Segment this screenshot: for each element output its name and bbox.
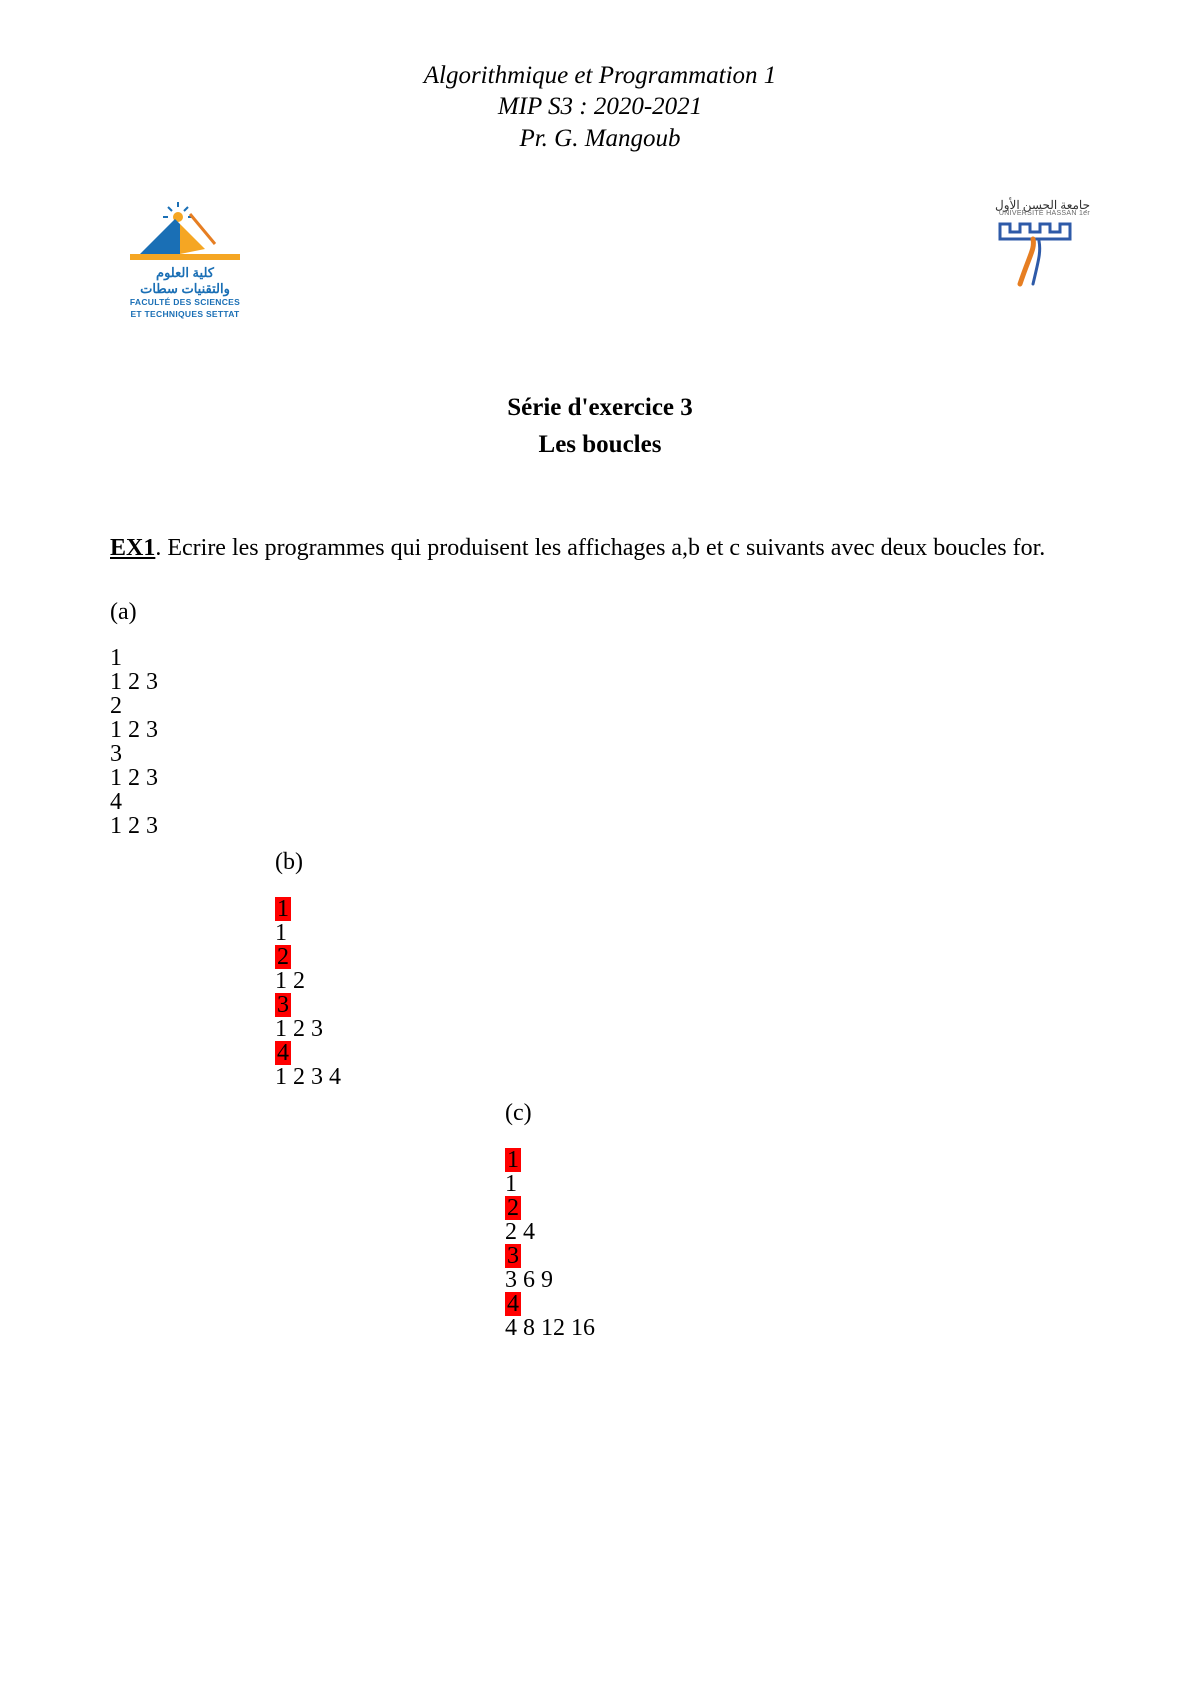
section-b-output: 1 1 2 1 2 3 1 2 3 4 1 2 3 4 <box>275 897 1090 1089</box>
output-line: 1 <box>505 1148 1090 1172</box>
uh1-icon <box>995 219 1075 289</box>
output-line: 1 2 3 4 <box>275 1065 1090 1089</box>
output-line: 3 6 9 <box>505 1268 1090 1292</box>
output-line: 1 <box>505 1172 1090 1196</box>
output-line: 1 <box>275 921 1090 945</box>
section-b-label: (b) <box>275 848 1090 877</box>
output-line: 1 2 3 <box>275 1017 1090 1041</box>
hl-text: 1 <box>275 897 291 921</box>
output-line: 2 <box>110 694 1090 718</box>
output-line: 4 <box>275 1041 1090 1065</box>
uh1-arabic: جامعة الحسن الأول <box>980 199 1090 211</box>
hl-text: 2 <box>275 945 291 969</box>
hl-text: 3 <box>505 1244 521 1268</box>
section-a-output: 1 1 2 3 2 1 2 3 3 1 2 3 4 1 2 3 <box>110 646 1090 838</box>
output-line: 4 8 12 16 <box>505 1316 1090 1340</box>
hl-text: 1 <box>505 1148 521 1172</box>
hl-text: 4 <box>275 1041 291 1065</box>
fst-settat-logo: كلية العلوم والتقنيات سطات FACULTÉ DES S… <box>110 199 260 319</box>
section-a: (a) 1 1 2 3 2 1 2 3 3 1 2 3 4 1 2 3 <box>110 598 1090 839</box>
titles: Série d'exercice 3 Les boucles <box>110 389 1090 464</box>
hl-text: 3 <box>275 993 291 1017</box>
fst-arabic-2: والتقنيات سطات <box>110 282 260 296</box>
output-line: 4 <box>110 790 1090 814</box>
output-line: 3 <box>505 1244 1090 1268</box>
output-line: 1 <box>275 897 1090 921</box>
output-line: 1 2 3 <box>110 670 1090 694</box>
doc-header: Algorithmique et Programmation 1 MIP S3 … <box>110 60 1090 154</box>
page: Algorithmique et Programmation 1 MIP S3 … <box>0 0 1200 1698</box>
logos-row: كلية العلوم والتقنيات سطات FACULTÉ DES S… <box>110 199 1090 329</box>
ex1-paragraph: EX1. Ecrire les programmes qui produisen… <box>110 534 1090 563</box>
section-c-output: 1 1 2 2 4 3 3 6 9 4 4 8 12 16 <box>505 1148 1090 1340</box>
series-title: Série d'exercice 3 <box>110 389 1090 427</box>
ex1-text: . Ecrire les programmes qui produisent l… <box>155 535 1045 561</box>
output-line: 3 <box>110 742 1090 766</box>
fst-icon <box>120 199 250 264</box>
fst-french-2: ET TECHNIQUES SETTAT <box>110 310 260 319</box>
output-line: 1 2 3 <box>110 718 1090 742</box>
ex1-label: EX1 <box>110 535 155 561</box>
topic-title: Les boucles <box>110 426 1090 464</box>
header-course: Algorithmique et Programmation 1 <box>110 60 1090 91</box>
output-line: 1 2 3 <box>110 766 1090 790</box>
header-semester: MIP S3 : 2020-2021 <box>110 91 1090 122</box>
hl-text: 4 <box>505 1292 521 1316</box>
section-a-label: (a) <box>110 598 1090 627</box>
body: EX1. Ecrire les programmes qui produisen… <box>110 534 1090 1340</box>
output-line: 1 2 <box>275 969 1090 993</box>
fst-french-1: FACULTÉ DES SCIENCES <box>110 298 260 307</box>
output-line: 2 <box>505 1196 1090 1220</box>
output-line: 2 <box>275 945 1090 969</box>
output-line: 4 <box>505 1292 1090 1316</box>
section-b: (b) 1 1 2 1 2 3 1 2 3 4 1 2 3 4 <box>275 848 1090 1089</box>
output-line: 2 4 <box>505 1220 1090 1244</box>
output-line: 1 <box>110 646 1090 670</box>
section-c-label: (c) <box>505 1099 1090 1128</box>
fst-arabic-1: كلية العلوم <box>110 266 260 280</box>
hl-text: 2 <box>505 1196 521 1220</box>
section-c: (c) 1 1 2 2 4 3 3 6 9 4 4 8 12 16 <box>505 1099 1090 1340</box>
output-line: 3 <box>275 993 1090 1017</box>
univ-hassan-logo: جامعة الحسن الأول UNIVERSITÉ HASSAN 1er <box>980 199 1090 289</box>
output-line: 1 2 3 <box>110 814 1090 838</box>
header-prof: Pr. G. Mangoub <box>110 123 1090 154</box>
